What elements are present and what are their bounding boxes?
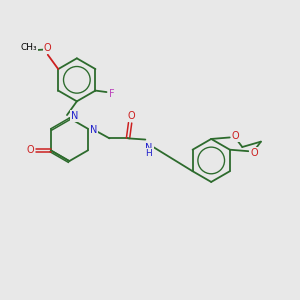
Text: N: N (71, 111, 78, 121)
Text: O: O (250, 148, 258, 158)
Text: F: F (109, 88, 114, 99)
Text: N: N (145, 143, 153, 153)
Text: N: N (90, 125, 97, 135)
Text: H: H (145, 149, 152, 158)
Text: O: O (26, 145, 34, 155)
Text: O: O (128, 111, 135, 121)
Text: O: O (232, 131, 239, 141)
Text: O: O (44, 43, 52, 53)
Text: CH₃: CH₃ (20, 43, 37, 52)
